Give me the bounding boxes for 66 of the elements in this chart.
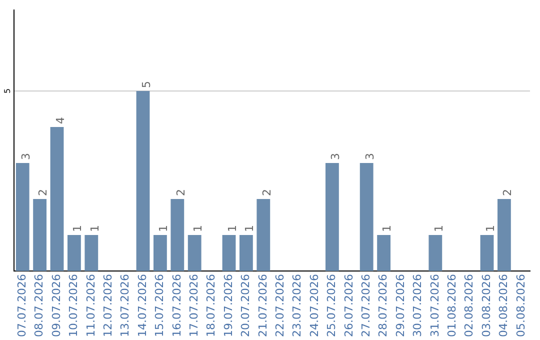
x-tick-label: 30.07.2026 <box>411 274 424 338</box>
x-tick-label: 12.07.2026 <box>101 274 114 338</box>
bar <box>67 235 81 272</box>
x-tick-label: 31.07.2026 <box>428 274 442 338</box>
data-label: 1 <box>191 225 204 232</box>
bar <box>136 91 150 272</box>
data-label: 1 <box>484 225 497 232</box>
x-tick-label: 19.07.2026 <box>222 274 235 338</box>
bar <box>84 235 98 272</box>
data-label: 1 <box>243 225 256 232</box>
data-label: 2 <box>260 189 274 196</box>
x-tick-label: 11.07.2026 <box>84 274 98 338</box>
x-tick-label: 16.07.2026 <box>170 274 184 338</box>
bar <box>480 235 494 272</box>
bar <box>16 163 30 272</box>
x-tick-label: 23.07.2026 <box>290 274 304 338</box>
bar <box>256 199 270 272</box>
x-tick-label: 22.07.2026 <box>273 274 286 338</box>
data-label: 1 <box>432 225 446 232</box>
bar <box>33 199 47 272</box>
data-label: 4 <box>54 117 67 124</box>
x-tick-label: 07.07.2026 <box>15 274 28 338</box>
data-label: 3 <box>19 153 32 160</box>
x-tick-label: 20.07.2026 <box>239 274 252 338</box>
x-tick-label: 04.08.2026 <box>497 274 510 338</box>
x-tick-label: 03.08.2026 <box>480 274 493 338</box>
data-label: 5 <box>140 81 153 88</box>
x-tick-label: 09.07.2026 <box>50 274 63 338</box>
data-label: 3 <box>363 153 376 160</box>
data-label: 2 <box>174 189 188 196</box>
x-tick-label: 15.07.2026 <box>153 274 166 338</box>
data-label: 1 <box>226 225 239 232</box>
data-label: 2 <box>36 189 50 196</box>
bar <box>222 235 236 272</box>
x-tick-label: 27.07.2026 <box>359 274 372 338</box>
x-tick-label: 01.08.2026 <box>445 274 458 338</box>
x-tick-label: 18.07.2026 <box>204 274 218 338</box>
bar <box>377 235 391 272</box>
bar <box>360 163 374 272</box>
bar <box>170 199 184 272</box>
bar <box>325 163 339 272</box>
x-tick-label: 13.07.2026 <box>118 274 132 338</box>
data-label: 1 <box>380 225 394 232</box>
x-tick-label: 17.07.2026 <box>187 274 200 338</box>
data-label: 1 <box>71 225 84 232</box>
bar <box>428 235 442 272</box>
x-tick-label: 14.07.2026 <box>136 274 149 338</box>
data-label: 3 <box>329 153 342 160</box>
x-tick-label: 25.07.2026 <box>325 274 338 338</box>
x-tick-label: 29.07.2026 <box>394 274 407 338</box>
bar <box>497 199 511 272</box>
x-tick-label: 05.08.2026 <box>514 274 528 338</box>
x-tick-label: 02.08.2026 <box>462 274 476 338</box>
bar <box>188 235 202 272</box>
data-label: 2 <box>501 189 514 196</box>
x-tick-label: 21.07.2026 <box>256 274 270 338</box>
x-tick-label: 28.07.2026 <box>376 274 390 338</box>
data-label: 1 <box>88 225 102 232</box>
bar <box>50 127 64 272</box>
data-label: 1 <box>157 225 170 232</box>
x-tick-label: 24.07.2026 <box>308 274 321 338</box>
x-tick-label: 08.07.2026 <box>32 274 46 338</box>
x-tick-label: 26.07.2026 <box>342 274 356 338</box>
bar <box>239 235 253 272</box>
x-tick-label: 10.07.2026 <box>67 274 80 338</box>
bar <box>153 235 167 272</box>
